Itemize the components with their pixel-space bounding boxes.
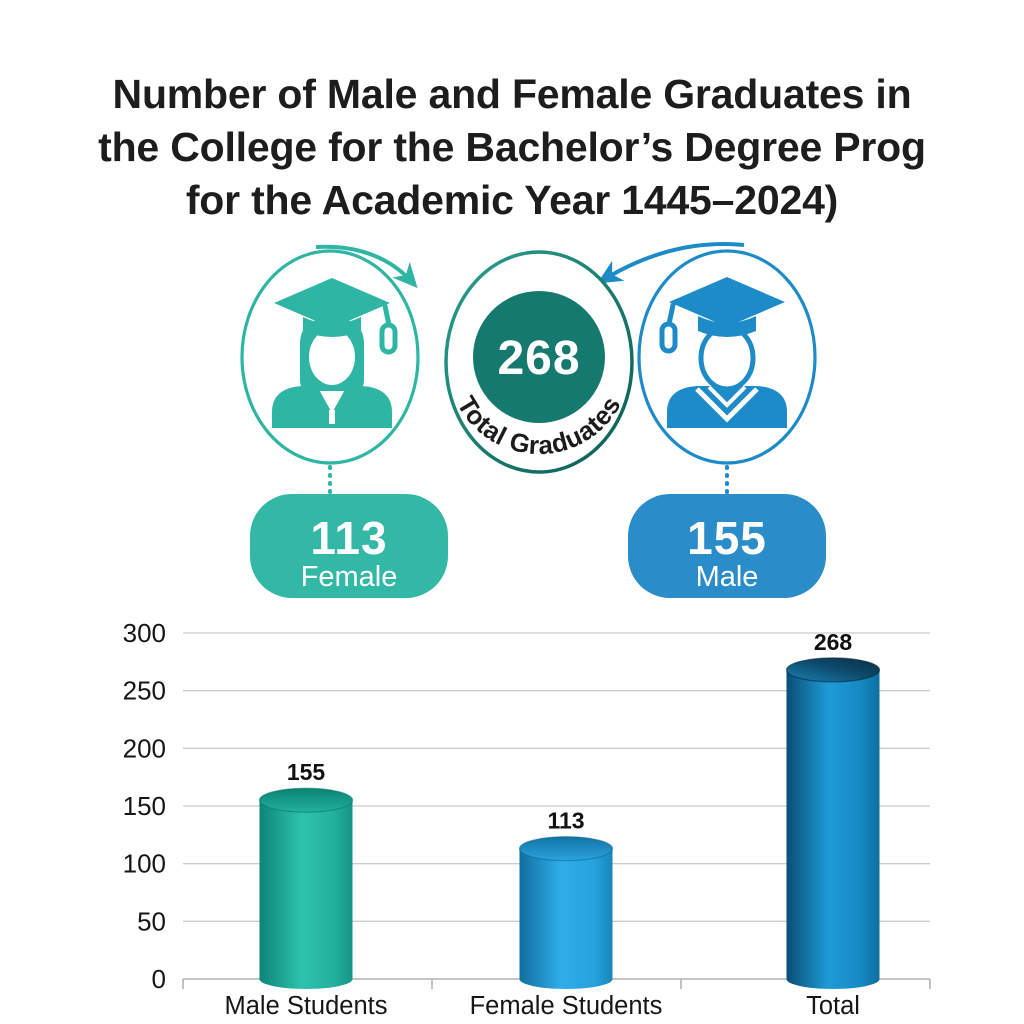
bar-chart: 0 50 100 150 200 250 300 155 Male Students 113 Fem…	[123, 618, 931, 1020]
female-badge-shape	[250, 494, 448, 598]
male-badge-shape	[628, 494, 826, 598]
male-mortarboard	[669, 277, 785, 327]
y-tick-label: 250	[123, 676, 166, 706]
graduates-infographic: 268 Total Graduates 113 Female 155 Male	[240, 242, 826, 598]
male-graduate-icon	[659, 277, 787, 428]
y-tick-label: 200	[123, 733, 166, 763]
female-arrow-icon	[315, 244, 418, 289]
male-tassel-cord	[666, 302, 676, 327]
cylinder-body	[259, 800, 353, 979]
category-label: Total	[806, 992, 860, 1020]
bar-value-label: 155	[287, 759, 326, 785]
cylinder-body	[786, 669, 880, 979]
total-value: 268	[497, 332, 580, 385]
total-circle	[473, 291, 605, 423]
male-count: 155	[687, 512, 767, 564]
cylinder-bottom	[519, 969, 613, 989]
female-count: 113	[310, 512, 387, 564]
bar-total: 268 Total	[785, 629, 881, 1020]
y-tick-label: 150	[123, 791, 166, 821]
y-tick-label: 100	[123, 849, 166, 879]
male-gown-chevron-inner	[707, 385, 747, 408]
male-arrow-icon	[597, 242, 745, 284]
cylinder-top	[258, 787, 354, 813]
category-label: Male Students	[224, 992, 387, 1020]
cylinder-bottom	[259, 969, 353, 989]
bar-value-label: 113	[547, 808, 584, 834]
cylinder-top	[785, 657, 881, 683]
y-tick-label: 50	[137, 906, 166, 936]
female-graduate-icon	[272, 278, 398, 428]
cylinder-body	[519, 848, 613, 979]
male-tassel-loop	[659, 321, 678, 354]
male-label: Male	[696, 561, 759, 593]
chart-title: Number of Male and Female Graduates in t…	[0, 68, 1024, 227]
female-tassel-loop	[379, 322, 398, 355]
cylinder-top	[518, 836, 614, 862]
female-badge: 113 Female	[250, 494, 448, 598]
bar-male-students: 155 Male Students	[224, 759, 387, 1020]
bar-value-label: 268	[814, 629, 853, 655]
category-label: Female Students	[470, 992, 663, 1020]
y-tick-label: 300	[123, 618, 166, 648]
title-line-1: Number of Male and Female Graduates in	[112, 71, 912, 117]
title-line-3: for the Academic Year 1445–2024)	[185, 177, 839, 223]
cylinder-bottom	[786, 969, 880, 989]
bar-female-students: 113 Female Students	[470, 808, 663, 1020]
female-tassel-cord	[382, 303, 392, 328]
female-collar	[317, 386, 347, 413]
y-tick-label: 0	[152, 964, 166, 994]
male-badge: 155 Male	[628, 494, 826, 598]
female-mortarboard	[274, 278, 390, 328]
female-label: Female	[301, 561, 398, 593]
title-line-2: the College for the Bachelor’s Degree Pr…	[98, 124, 926, 170]
female-face	[309, 329, 355, 385]
male-gown-chevron-outer	[695, 387, 759, 423]
female-collar-slit	[329, 410, 335, 424]
